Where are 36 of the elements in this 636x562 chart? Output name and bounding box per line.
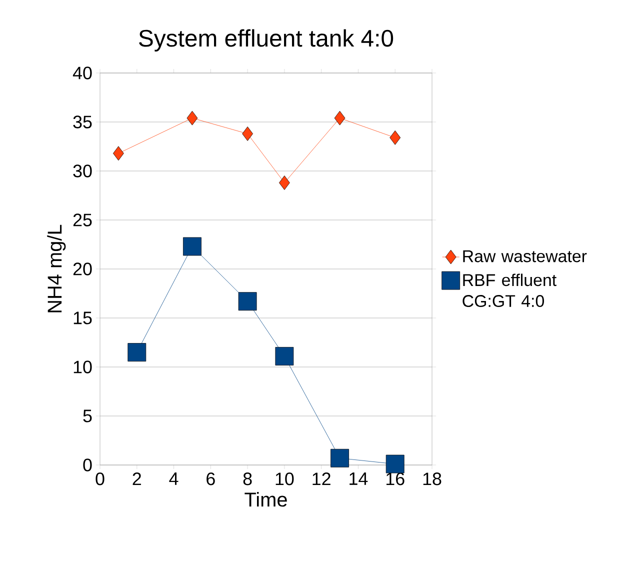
- point: [128, 343, 146, 362]
- x-tick-label: 12: [312, 472, 330, 486]
- x-tick-label: 4: [169, 472, 178, 485]
- x-tick-label: 2: [132, 472, 141, 486]
- x-axis-title: Time: [244, 492, 287, 507]
- y-tick-label: 5: [83, 410, 92, 422]
- point: [275, 347, 294, 366]
- x-tick-label: 14: [350, 472, 368, 485]
- x-tick-label: 0: [96, 472, 104, 486]
- y-tick-label: 10: [74, 360, 92, 374]
- point: [330, 448, 349, 468]
- x-tick-label: 10: [276, 472, 294, 486]
- x-tick-label: 18: [423, 472, 442, 486]
- x-tick-label: 16: [386, 472, 404, 486]
- x-tick-label: 6: [206, 472, 215, 486]
- y-tick-label: 40: [72, 66, 92, 80]
- y-tick-label: 35: [73, 116, 92, 128]
- y-tick-label: 30: [73, 164, 92, 178]
- point: [186, 110, 198, 126]
- point: [238, 292, 257, 311]
- y-tick-label: 0: [83, 458, 92, 472]
- point: [183, 237, 202, 256]
- y-tick-label: 15: [74, 312, 92, 324]
- y-tick-label: 20: [73, 262, 92, 276]
- x-tick-label: 8: [243, 472, 252, 486]
- y-axis-title: NH4 mg/L: [47, 224, 66, 312]
- chart-title: System effluent tank 4:0: [139, 29, 394, 52]
- point: [334, 110, 346, 126]
- point: [242, 126, 254, 141]
- point: [390, 130, 401, 145]
- point: [278, 176, 290, 190]
- point: [112, 146, 124, 161]
- y-tick-label: 25: [73, 214, 92, 226]
- point: [386, 454, 404, 474]
- legend-label: Raw wastewater: [463, 250, 587, 262]
- legend-label: RBF effluent CG:GT 4:0: [462, 274, 556, 308]
